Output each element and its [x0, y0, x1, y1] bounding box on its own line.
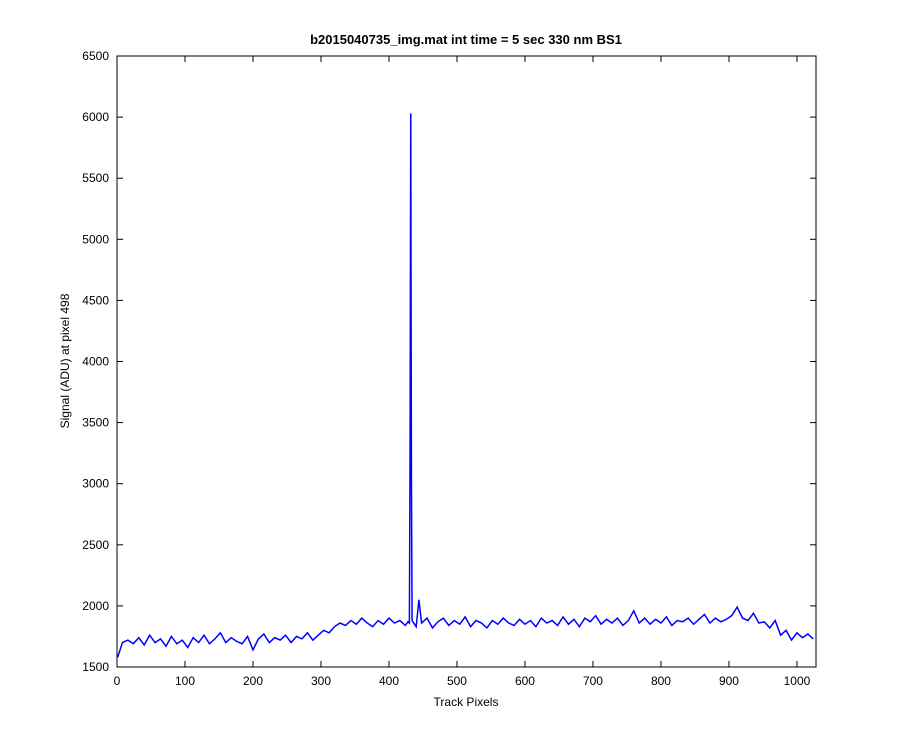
x-tick-label: 900: [719, 674, 739, 688]
data-line: [116, 113, 814, 658]
x-tick-label: 500: [447, 674, 467, 688]
x-tick-label: 300: [311, 674, 331, 688]
y-tick-label: 6500: [82, 49, 109, 63]
y-tick-label: 4500: [82, 293, 109, 307]
x-axis-label: Track Pixels: [434, 695, 499, 709]
y-tick-label: 6000: [82, 110, 109, 124]
y-tick-label: 3000: [82, 477, 109, 491]
y-tick-label: 5000: [82, 232, 109, 246]
y-axis-label: Signal (ADU) at pixel 498: [58, 293, 72, 428]
plot-frame: [116, 55, 817, 668]
x-tick-label: 800: [651, 674, 671, 688]
x-tick-label: 700: [583, 674, 603, 688]
x-tick-label: 600: [515, 674, 535, 688]
y-tick-label: 4000: [82, 355, 109, 369]
x-tick-label: 0: [114, 674, 121, 688]
y-tick-label: 5500: [82, 171, 109, 185]
y-tick-label: 2500: [82, 538, 109, 552]
x-tick-label: 100: [175, 674, 195, 688]
chart-title: b2015040735_img.mat int time = 5 sec 330…: [310, 32, 622, 47]
x-tick-label: 400: [379, 674, 399, 688]
y-tick-label: 1500: [82, 660, 109, 674]
y-tick-label: 3500: [82, 416, 109, 430]
x-tick-label: 1000: [784, 674, 811, 688]
x-tick-label: 200: [243, 674, 263, 688]
y-tick-label: 2000: [82, 599, 109, 613]
